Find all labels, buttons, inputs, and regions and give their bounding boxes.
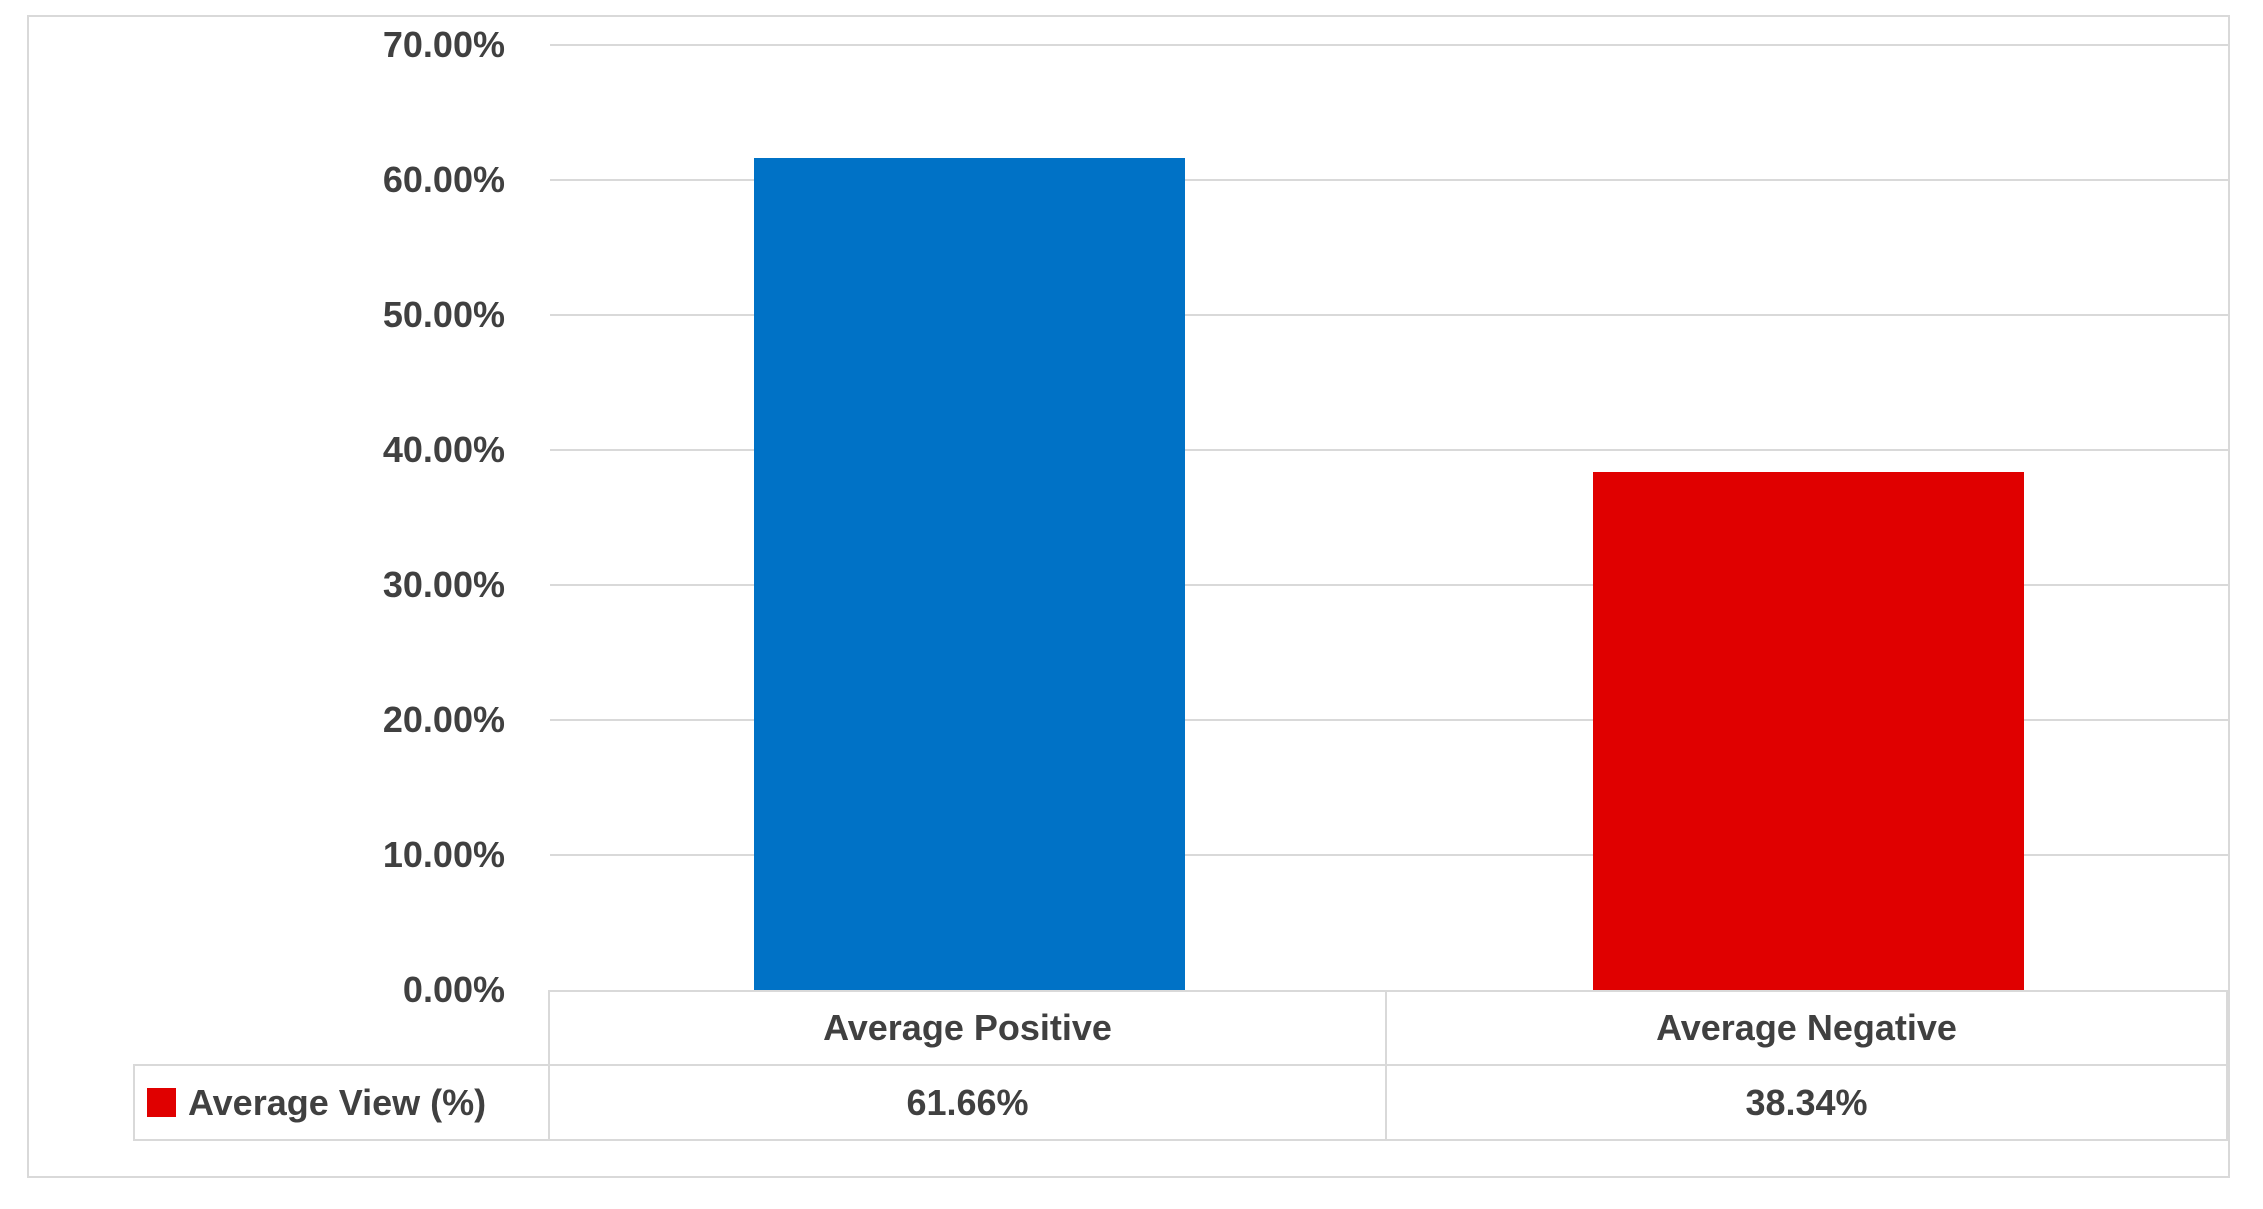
y-axis-tick-label: 70.00% xyxy=(382,24,505,65)
gridline xyxy=(550,314,2228,316)
plot-area xyxy=(550,44,2228,990)
legend-series-label: Average View (%) xyxy=(188,1081,487,1123)
y-axis-tick-label: 40.00% xyxy=(382,429,505,470)
data-table: Average Positive Average Negative Averag… xyxy=(133,990,2228,1141)
bar-average-negative xyxy=(1593,472,2024,990)
gridline xyxy=(550,584,2228,586)
table-corner-empty xyxy=(134,991,549,1065)
category-row: Average Positive Average Negative xyxy=(134,990,2228,1066)
y-axis-tick-label: 10.00% xyxy=(382,834,505,875)
y-axis-tick-label: 30.00% xyxy=(382,564,505,605)
y-axis-tick-label: 50.00% xyxy=(382,294,505,335)
value-cell-positive: 61.66% xyxy=(548,1064,1387,1141)
y-axis-tick-label: 20.00% xyxy=(382,699,505,740)
bar-average-positive xyxy=(754,158,1185,990)
category-header-positive: Average Positive xyxy=(548,990,1387,1066)
gridline xyxy=(550,449,2228,451)
gridline xyxy=(550,719,2228,721)
legend-marker-icon xyxy=(147,1087,176,1117)
value-cell-negative: 38.34% xyxy=(1385,1064,2228,1141)
category-header-negative: Average Negative xyxy=(1385,990,2228,1066)
gridline xyxy=(550,179,2228,181)
y-axis-tick-label: 0.00% xyxy=(402,969,505,1010)
value-row: Average View (%) 61.66% 38.34% xyxy=(133,1064,2228,1141)
gridline xyxy=(550,854,2228,856)
gridline xyxy=(550,44,2228,46)
y-axis-tick-label: 60.00% xyxy=(382,159,505,200)
legend-key: Average View (%) xyxy=(133,1064,550,1141)
